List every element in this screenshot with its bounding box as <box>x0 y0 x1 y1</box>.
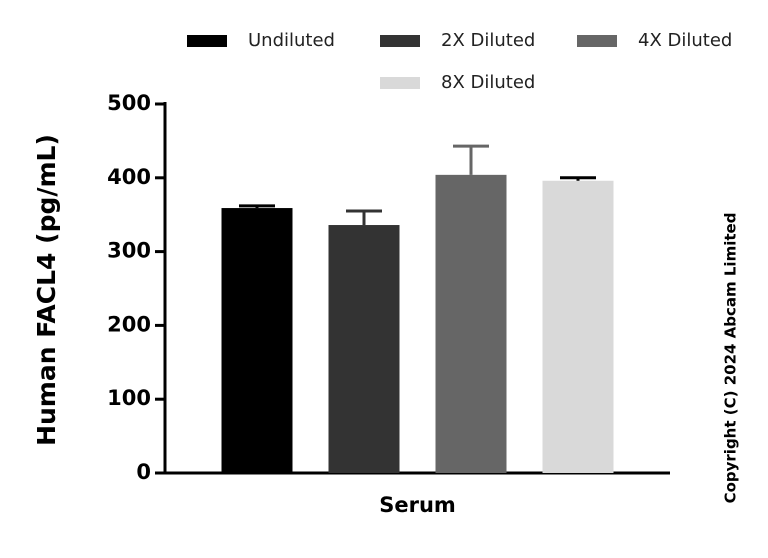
y-tick-label: 500 <box>107 91 151 115</box>
bar <box>435 174 507 473</box>
legend-swatch <box>577 35 617 47</box>
y-tick-label: 100 <box>107 386 151 410</box>
y-tick-label: 200 <box>107 312 151 336</box>
legend-label: 2X Diluted <box>441 30 535 51</box>
error-bar <box>560 176 596 181</box>
bar <box>542 180 614 473</box>
y-tick-label: 300 <box>107 239 151 263</box>
error-bar <box>453 144 489 175</box>
x-tick-label: Serum <box>379 493 456 517</box>
legend-label: 4X Diluted <box>638 30 732 51</box>
y-tick-label: 0 <box>136 460 151 484</box>
legend-label: Undiluted <box>248 30 335 51</box>
error-bar <box>239 204 275 209</box>
legend-label: 8X Diluted <box>441 72 535 93</box>
error-bar <box>346 209 382 226</box>
legend-swatch <box>187 35 227 47</box>
y-tick-label: 400 <box>107 165 151 189</box>
legend-swatch <box>380 35 420 47</box>
y-axis-label: Human FACL4 (pg/mL) <box>32 134 61 446</box>
bar <box>328 225 400 473</box>
legend-swatch <box>380 77 420 89</box>
copyright: Copyright (C) 2024 Abcam Limited <box>722 213 740 504</box>
bar <box>221 208 293 474</box>
